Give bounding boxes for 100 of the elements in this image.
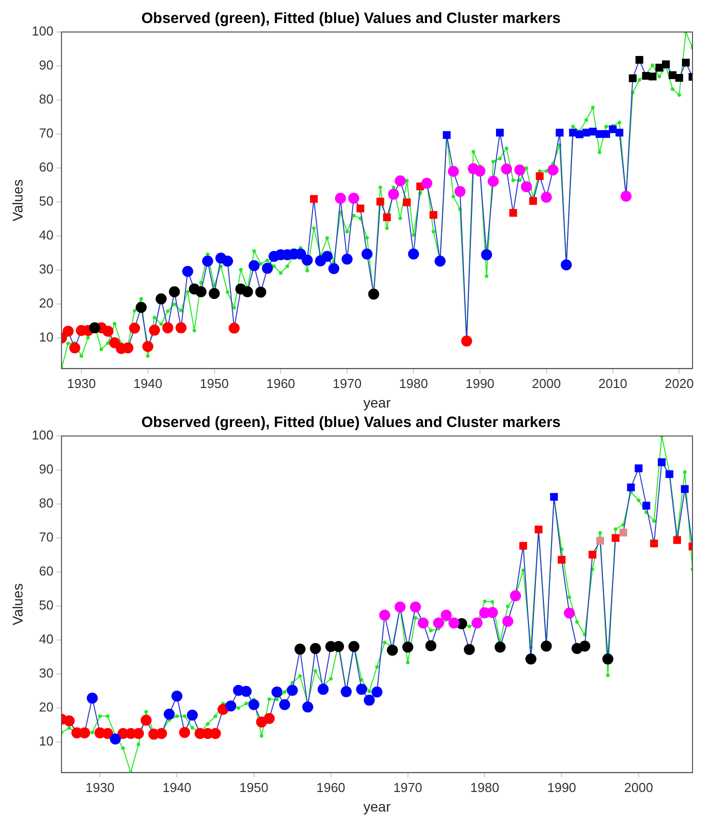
point — [364, 694, 375, 706]
point — [612, 534, 620, 542]
point — [579, 640, 590, 652]
point — [179, 726, 190, 738]
point — [383, 213, 391, 222]
point — [425, 640, 436, 652]
point — [342, 254, 353, 265]
y-tick-label: 30 — [39, 262, 54, 277]
point — [162, 322, 174, 334]
chart-title: Observed (green), Fitted (blue) Values and Cluster markers — [141, 10, 561, 28]
point — [675, 74, 684, 82]
point — [634, 464, 643, 472]
point — [680, 485, 689, 493]
point — [474, 166, 486, 177]
point — [348, 640, 360, 652]
point — [662, 60, 670, 68]
point — [525, 654, 536, 665]
point — [433, 618, 444, 628]
point — [430, 211, 438, 219]
y-tick-label: 70 — [39, 530, 54, 545]
point — [536, 172, 544, 180]
point — [494, 642, 506, 653]
point — [388, 188, 400, 200]
point — [650, 540, 658, 548]
point — [394, 602, 406, 613]
y-tick-label: 90 — [39, 58, 54, 73]
chart-title: Observed (green), Fitted (blue) Values and Cluster markers — [141, 414, 561, 432]
point — [140, 714, 152, 726]
point — [394, 175, 406, 186]
point — [310, 643, 321, 654]
y-tick-label: 60 — [39, 160, 54, 175]
point — [620, 190, 632, 202]
point — [540, 640, 552, 652]
y-tick-label: 80 — [39, 496, 54, 511]
point — [148, 324, 160, 336]
point — [262, 262, 273, 274]
y-axis-title: Values — [9, 179, 26, 222]
x-tick-label: 1960 — [316, 780, 346, 795]
point — [627, 483, 635, 492]
point — [454, 186, 466, 197]
point — [408, 248, 420, 260]
point — [64, 715, 75, 726]
point — [616, 128, 624, 137]
x-tick-label: 1970 — [393, 780, 422, 795]
point — [89, 322, 100, 334]
y-tick-label: 40 — [39, 228, 54, 243]
point — [410, 602, 421, 613]
point — [488, 176, 499, 187]
point — [421, 178, 432, 189]
point — [371, 686, 382, 698]
point — [164, 708, 175, 720]
point — [418, 618, 429, 628]
x-axis-title: year — [363, 798, 391, 814]
point — [102, 326, 114, 337]
point — [596, 536, 604, 545]
x-tick-label: 1980 — [470, 780, 500, 795]
point — [520, 181, 532, 192]
y-tick-label: 40 — [39, 632, 54, 647]
x-tick-label: 1950 — [200, 376, 229, 391]
point — [486, 606, 498, 618]
point — [129, 322, 140, 334]
x-tick-label: 2000 — [532, 376, 561, 391]
point — [496, 128, 504, 137]
point — [156, 293, 167, 304]
point — [340, 686, 352, 698]
point — [529, 197, 537, 205]
point — [362, 248, 373, 260]
point — [386, 644, 398, 656]
point — [588, 550, 596, 559]
point — [434, 256, 446, 267]
point — [356, 684, 368, 695]
point — [294, 644, 306, 655]
point — [556, 128, 564, 137]
point — [328, 263, 340, 274]
x-tick-label: 2000 — [624, 780, 654, 795]
x-tick-label: 1990 — [547, 780, 576, 795]
point — [69, 342, 80, 354]
y-tick-label: 50 — [39, 598, 54, 613]
y-tick-label: 20 — [39, 296, 54, 311]
point — [202, 256, 214, 267]
point — [464, 644, 475, 656]
point — [440, 610, 452, 621]
y-tick-label: 60 — [39, 564, 54, 579]
point — [548, 164, 559, 176]
x-tick-label: 2020 — [664, 376, 694, 391]
point — [255, 286, 266, 298]
point — [333, 640, 344, 652]
point — [310, 195, 318, 203]
point — [356, 204, 364, 212]
point — [658, 458, 666, 466]
point — [540, 192, 552, 203]
y-tick-label: 30 — [39, 666, 54, 681]
point — [519, 542, 528, 550]
point — [142, 341, 154, 352]
y-tick-label: 10 — [39, 330, 54, 345]
point — [136, 302, 147, 313]
point — [602, 654, 614, 665]
y-tick-label: 70 — [39, 126, 54, 141]
point — [182, 266, 194, 277]
point — [186, 710, 198, 721]
